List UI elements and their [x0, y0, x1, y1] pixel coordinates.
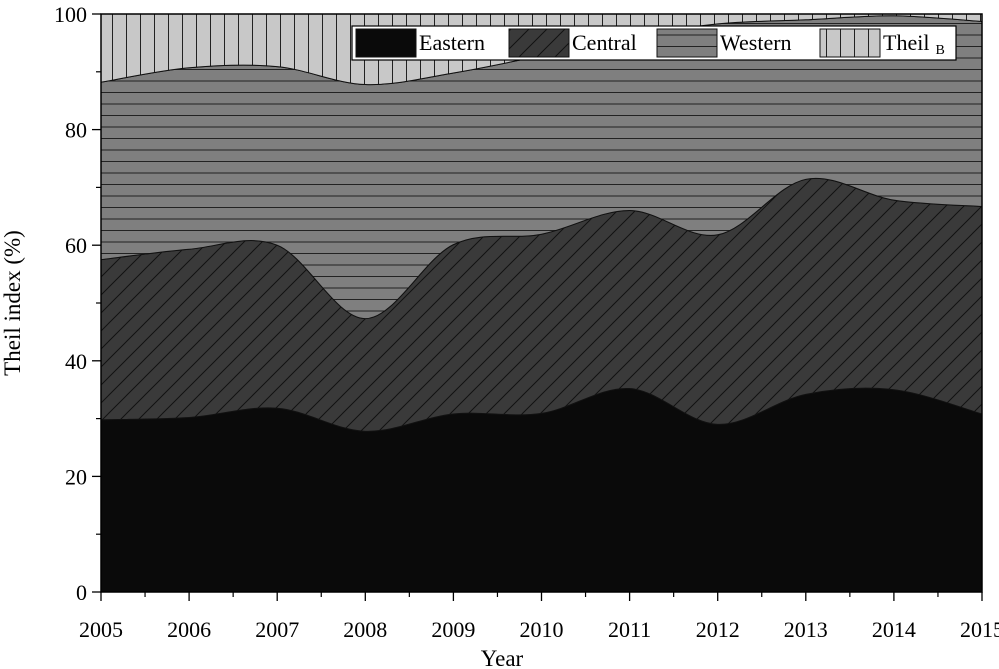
x-tick-label: 2010 — [520, 617, 564, 642]
y-axis-title: Theil index (%) — [0, 230, 25, 376]
x-tick-label: 2008 — [343, 617, 387, 642]
area-layers — [101, 14, 982, 592]
x-axis-title: Year — [481, 646, 524, 669]
y-tick-label: 60 — [65, 233, 87, 258]
y-tick-label: 40 — [65, 349, 87, 374]
legend-label-central: Central — [572, 30, 637, 55]
legend-label-subscript: B — [935, 43, 944, 58]
y-tick-label: 80 — [65, 118, 87, 143]
y-tick-label: 0 — [76, 580, 87, 605]
legend-label-western: Western — [720, 30, 792, 55]
area-eastern — [101, 387, 982, 592]
x-tick-label: 2007 — [255, 617, 299, 642]
x-tick-label: 2014 — [872, 617, 916, 642]
legend-swatch-western — [656, 28, 718, 58]
legend-swatch-central — [508, 28, 570, 58]
axes: 2005 2006 2007 2008 2009 2010 2011 2012 2013 2014… — [54, 2, 999, 642]
legend: Eastern Central Western Theil B — [351, 25, 957, 61]
legend-label-eastern: Eastern — [419, 30, 485, 55]
x-tick-label: 2015 — [960, 617, 999, 642]
y-tick-label: 20 — [65, 464, 87, 489]
x-tick-label: 2013 — [784, 617, 828, 642]
x-tick-label: 2009 — [431, 617, 475, 642]
x-tick-label: 2012 — [696, 617, 740, 642]
x-tick-label: 2005 — [79, 617, 123, 642]
y-tick-label: 100 — [54, 2, 87, 27]
x-tick-label: 2006 — [167, 617, 211, 642]
legend-swatch-theil — [819, 28, 881, 58]
x-tick-label: 2011 — [608, 617, 651, 642]
legend-swatch-eastern — [355, 28, 417, 58]
